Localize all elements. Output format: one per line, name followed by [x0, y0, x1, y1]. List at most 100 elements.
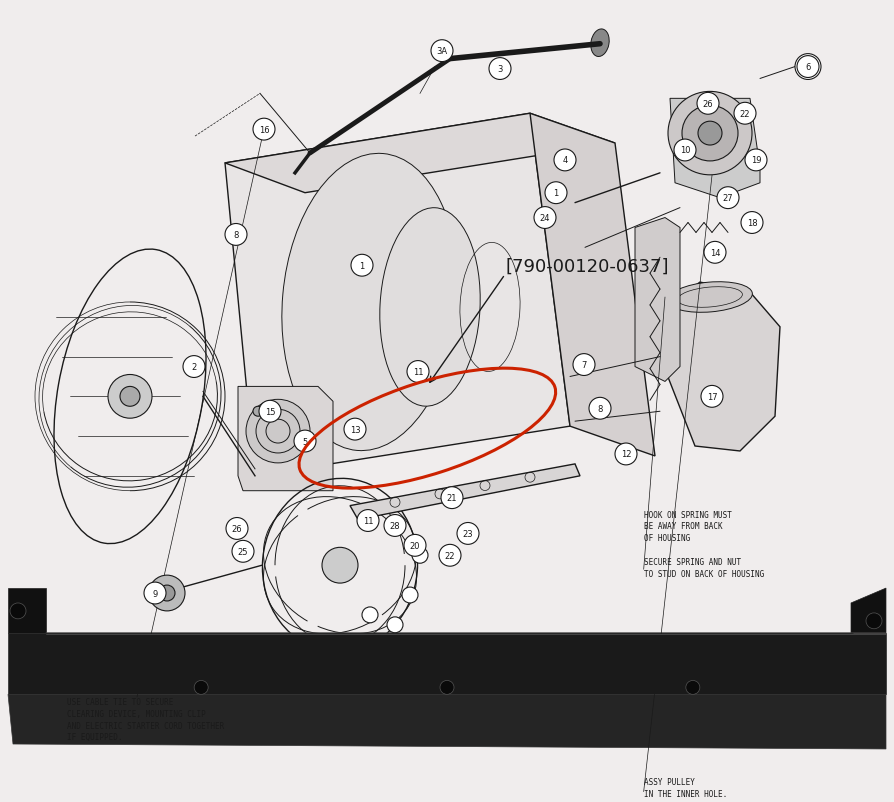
Circle shape: [253, 407, 263, 417]
Circle shape: [256, 410, 300, 453]
Text: 23: 23: [463, 529, 473, 538]
Circle shape: [294, 431, 316, 452]
Circle shape: [159, 585, 175, 602]
Text: ASSY PULLEY
IN THE INNER HOLE.: ASSY PULLEY IN THE INNER HOLE.: [644, 777, 727, 797]
Circle shape: [402, 587, 418, 603]
Text: 3A: 3A: [436, 47, 448, 56]
Circle shape: [439, 545, 461, 566]
Circle shape: [246, 400, 310, 464]
Circle shape: [108, 375, 152, 419]
Text: 4: 4: [562, 156, 568, 165]
Circle shape: [431, 41, 453, 63]
Text: 10: 10: [679, 146, 690, 156]
Text: 11: 11: [413, 367, 423, 376]
Circle shape: [412, 548, 428, 564]
Polygon shape: [238, 387, 333, 491]
Circle shape: [440, 681, 454, 695]
Text: 3: 3: [497, 65, 502, 74]
Text: USE CABLE TIE TO SECURE
CLEARING DEVICE, MOUNTING CLIP
AND ELECTRIC STARTER CORD: USE CABLE TIE TO SECURE CLEARING DEVICE,…: [67, 697, 224, 741]
Text: 8: 8: [233, 231, 239, 240]
Text: 7: 7: [581, 361, 586, 370]
Circle shape: [866, 613, 882, 629]
Circle shape: [322, 548, 358, 583]
Polygon shape: [530, 114, 655, 456]
Polygon shape: [46, 633, 886, 651]
Ellipse shape: [591, 30, 609, 58]
Text: 21: 21: [447, 493, 457, 503]
Circle shape: [183, 356, 205, 378]
Circle shape: [225, 225, 247, 246]
Text: 9: 9: [152, 589, 157, 597]
Circle shape: [489, 59, 511, 80]
Polygon shape: [851, 589, 886, 633]
Circle shape: [717, 188, 739, 209]
Text: 5: 5: [302, 437, 308, 446]
Circle shape: [266, 419, 290, 444]
Text: 22: 22: [739, 110, 750, 119]
Circle shape: [351, 255, 373, 277]
Ellipse shape: [668, 282, 753, 313]
Text: 1: 1: [359, 261, 365, 270]
Text: 8: 8: [597, 404, 603, 413]
Circle shape: [682, 106, 738, 162]
Circle shape: [686, 681, 700, 695]
Circle shape: [362, 607, 378, 623]
Circle shape: [795, 55, 821, 80]
Text: SECURE SPRING AND NUT
TO STUD ON BACK OF HOUSING: SECURE SPRING AND NUT TO STUD ON BACK OF…: [644, 557, 764, 578]
Text: 16: 16: [258, 125, 269, 135]
Polygon shape: [8, 633, 886, 695]
Polygon shape: [670, 99, 760, 198]
Circle shape: [668, 92, 752, 176]
Text: 24: 24: [540, 214, 550, 223]
Circle shape: [194, 681, 208, 695]
Circle shape: [10, 603, 26, 619]
Ellipse shape: [282, 154, 458, 451]
Text: 6: 6: [805, 63, 811, 72]
Text: 25: 25: [238, 547, 249, 556]
Text: [790-00120-0637]: [790-00120-0637]: [505, 258, 669, 276]
Circle shape: [698, 122, 722, 146]
Circle shape: [615, 444, 637, 465]
Text: 18: 18: [746, 219, 757, 228]
Text: 17: 17: [706, 392, 717, 401]
Text: 1: 1: [553, 189, 559, 198]
Circle shape: [441, 487, 463, 509]
Circle shape: [734, 103, 756, 125]
Polygon shape: [660, 283, 780, 452]
Circle shape: [120, 387, 140, 407]
Circle shape: [344, 419, 366, 440]
Text: 15: 15: [265, 407, 275, 416]
Polygon shape: [635, 218, 680, 382]
Circle shape: [384, 515, 406, 537]
Circle shape: [149, 575, 185, 611]
Circle shape: [387, 617, 403, 633]
Circle shape: [797, 57, 819, 79]
Circle shape: [554, 150, 576, 172]
Text: 12: 12: [620, 450, 631, 459]
Circle shape: [226, 518, 248, 540]
Text: 28: 28: [390, 521, 401, 530]
Ellipse shape: [380, 209, 480, 407]
Circle shape: [589, 398, 611, 419]
Circle shape: [357, 510, 379, 532]
Text: 26: 26: [703, 99, 713, 108]
Text: HOOK ON SPRING MUST
BE AWAY FROM BACK
OF HOUSING: HOOK ON SPRING MUST BE AWAY FROM BACK OF…: [644, 510, 731, 542]
Text: 22: 22: [444, 551, 455, 560]
Text: 11: 11: [363, 516, 374, 525]
Text: 2: 2: [191, 363, 197, 371]
Circle shape: [745, 150, 767, 172]
Polygon shape: [225, 114, 570, 476]
Circle shape: [573, 354, 595, 376]
Circle shape: [704, 242, 726, 264]
Circle shape: [404, 535, 426, 557]
Polygon shape: [8, 695, 886, 749]
Circle shape: [697, 93, 719, 115]
Circle shape: [674, 140, 696, 162]
Circle shape: [534, 208, 556, 229]
Polygon shape: [350, 464, 580, 520]
Circle shape: [545, 183, 567, 205]
Circle shape: [701, 386, 723, 407]
Circle shape: [741, 213, 763, 234]
Text: 19: 19: [751, 156, 762, 165]
Circle shape: [253, 119, 275, 141]
